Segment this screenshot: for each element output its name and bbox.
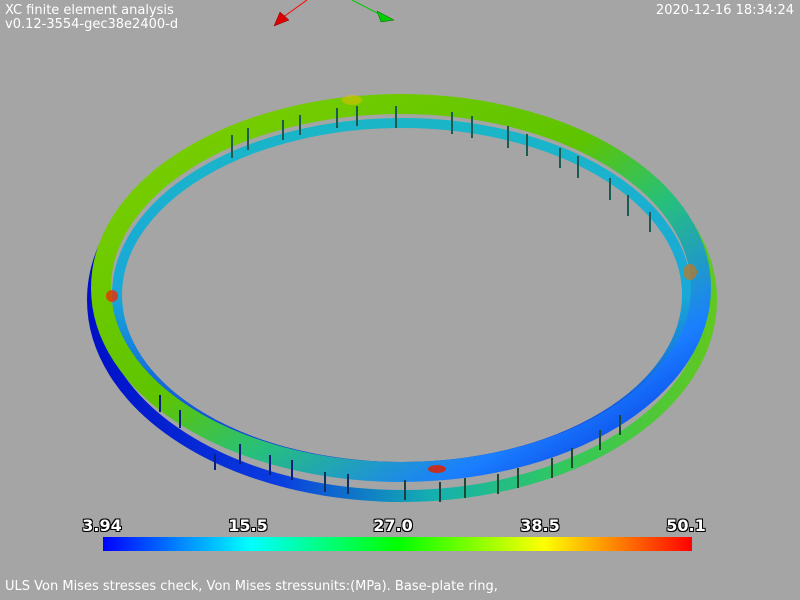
scalar-bar-tick: 3.94 bbox=[82, 516, 122, 535]
stress-hotspot bbox=[106, 290, 118, 302]
stress-hotspot bbox=[683, 264, 697, 280]
app-title: XC finite element analysis bbox=[5, 3, 174, 18]
y-axis-arrow-icon bbox=[376, 10, 395, 23]
x-axis-arrow-icon bbox=[273, 11, 290, 27]
axes-triad bbox=[273, 0, 395, 27]
ring-top-flange bbox=[91, 94, 711, 482]
scalar-bar-tick: 50.1 bbox=[666, 516, 706, 535]
scalar-bar-tick: 38.5 bbox=[520, 516, 560, 535]
scalar-bar-tick: 15.5 bbox=[228, 516, 268, 535]
ring-model[interactable] bbox=[87, 94, 717, 502]
version-label: v0.12-3554-gec38e2400-d bbox=[5, 17, 179, 32]
y-axis-line bbox=[351, 0, 382, 16]
stress-hotspot bbox=[428, 465, 446, 473]
timestamp: 2020-12-16 18:34:24 bbox=[655, 3, 794, 18]
caption: ULS Von Mises stresses check, Von Mises … bbox=[5, 579, 498, 594]
scalar-bar bbox=[103, 537, 692, 551]
stiffeners bbox=[159, 106, 651, 502]
scalar-bar-tick: 27.0 bbox=[373, 516, 413, 535]
x-axis-line bbox=[281, 0, 308, 19]
stress-hotspot bbox=[342, 95, 362, 105]
